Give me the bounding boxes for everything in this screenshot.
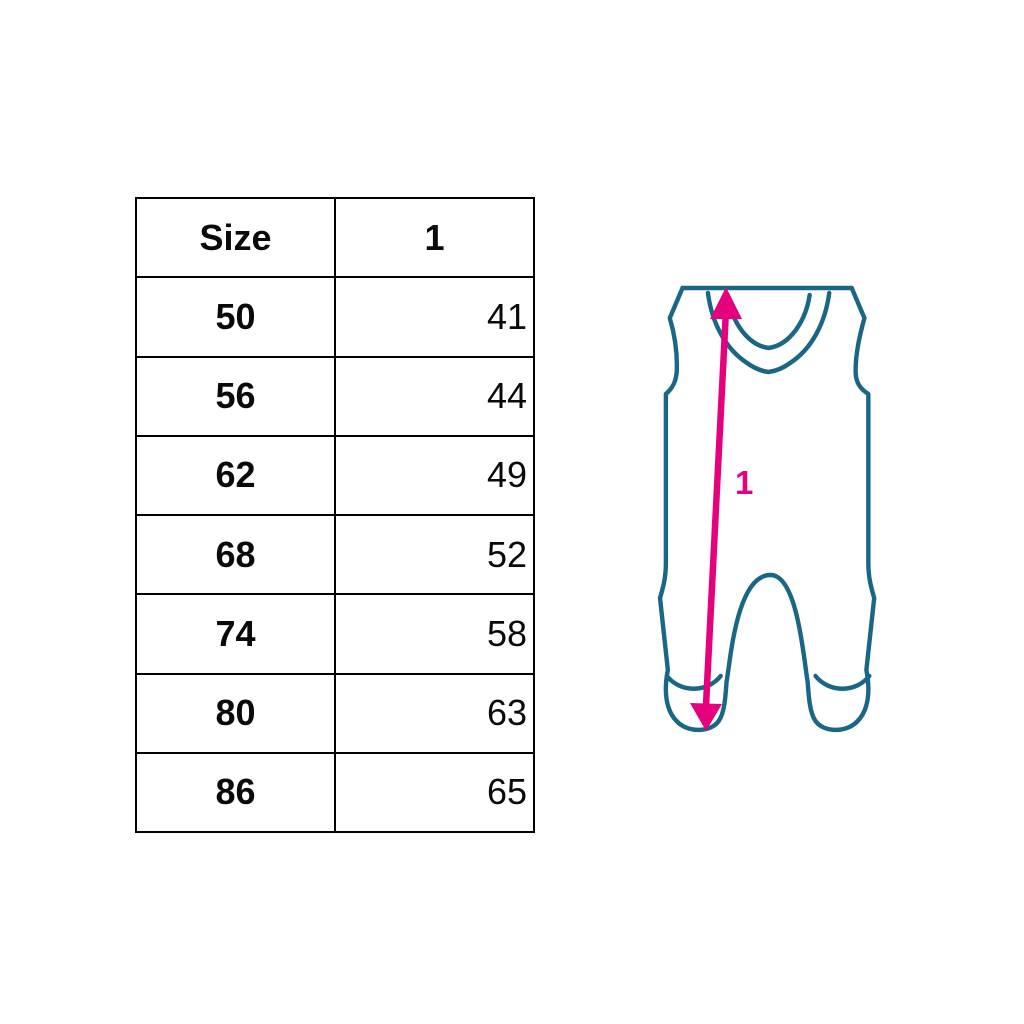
svg-text:1: 1: [735, 464, 753, 501]
